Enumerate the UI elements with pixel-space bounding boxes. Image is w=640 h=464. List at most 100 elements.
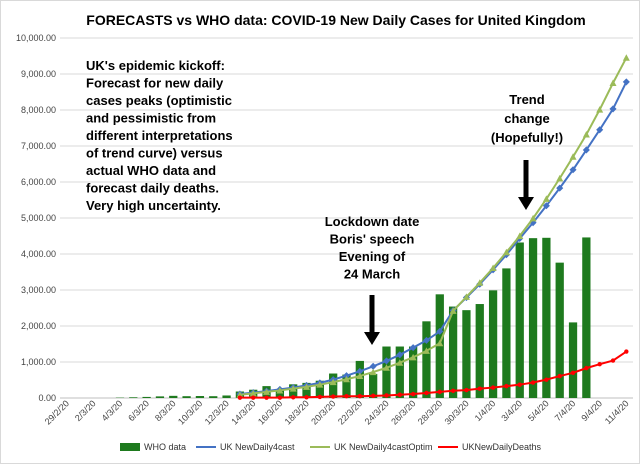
marker-uknewdailydeaths: [370, 393, 376, 399]
marker-uknewdailydeaths: [584, 365, 589, 371]
marker-uk-newdaily4cast: [369, 362, 377, 370]
marker-uknewdailydeaths: [544, 377, 549, 382]
x-tick-label: 28/3/20: [416, 398, 444, 426]
marker-uk-newdaily4castoptim: [556, 174, 564, 182]
line-uk-newdaily4castoptim: [239, 57, 628, 396]
x-tick-label: 2/3/20: [73, 398, 98, 423]
marker-uk-newdaily4castoptim: [489, 264, 497, 272]
marker-uknewdailydeaths: [237, 395, 243, 400]
bar-who-data: [502, 268, 511, 398]
marker-uk-newdaily4castoptim: [249, 389, 257, 397]
x-tick-label: 5/4/20: [526, 398, 551, 423]
marker-uk-newdaily4castoptim: [542, 195, 550, 202]
forecast-note-line: and pessimistic from: [86, 111, 216, 126]
legend-label: UK NewDaily4cast: [220, 442, 295, 452]
lockdown-arrow-icon: [364, 295, 380, 345]
marker-uk-newdaily4castoptim: [449, 307, 457, 314]
x-tick-label: 10/3/20: [176, 398, 204, 426]
marker-uk-newdaily4castoptim: [516, 232, 524, 239]
marker-uknewdailydeaths: [290, 395, 296, 400]
marker-uk-newdaily4cast: [409, 344, 417, 352]
marker-uk-newdaily4castoptim: [596, 106, 604, 113]
bar-who-data: [475, 304, 484, 398]
marker-uknewdailydeaths: [557, 373, 562, 379]
arrow-head: [518, 197, 534, 210]
x-tick-label: 14/3/20: [229, 398, 257, 426]
marker-uknewdailydeaths: [437, 389, 442, 395]
marker-uknewdailydeaths: [477, 386, 482, 391]
marker-uknewdailydeaths: [277, 395, 283, 400]
marker-uk-newdaily4cast: [356, 367, 364, 375]
marker-uk-newdaily4castoptim: [476, 279, 484, 286]
x-tick-label: 4/3/20: [100, 398, 125, 423]
bar-who-data: [209, 396, 218, 398]
forecast-note-line: cases peaks (optimistic: [86, 93, 232, 108]
marker-uk-newdaily4cast: [609, 105, 617, 113]
x-tick-label: 6/3/20: [126, 398, 151, 423]
marker-uk-newdaily4cast: [342, 372, 351, 380]
x-tick-label: 9/4/20: [579, 398, 604, 423]
marker-uk-newdaily4cast: [542, 202, 550, 210]
marker-uk-newdaily4castoptim: [356, 372, 364, 380]
bar-who-data: [448, 306, 458, 398]
legend-item-uknewdailydeaths: UKNewDailyDeaths: [438, 442, 542, 452]
y-tick-label: 5,000.00: [21, 213, 56, 223]
bar-who-data: [169, 395, 178, 398]
marker-uk-newdaily4cast: [596, 126, 604, 134]
marker-uknewdailydeaths: [464, 387, 469, 393]
bar-who-data: [542, 237, 551, 398]
y-tick-label: 3,000.00: [21, 285, 56, 295]
bar-who-data: [408, 346, 418, 398]
y-tick-label: 10,000.00: [16, 33, 56, 43]
bar-who-data: [422, 321, 431, 398]
marker-uknewdailydeaths: [251, 395, 256, 400]
lockdown-note-line: 24 March: [344, 267, 400, 282]
marker-uk-newdaily4castoptim: [263, 388, 271, 395]
arrow-shaft: [369, 295, 375, 333]
arrow-shaft: [523, 160, 529, 198]
marker-uknewdailydeaths: [504, 383, 509, 389]
marker-uknewdailydeaths: [344, 394, 349, 399]
marker-uk-newdaily4castoptim: [329, 378, 337, 386]
legend-label: WHO data: [144, 442, 186, 452]
trend-note-line: change: [504, 111, 550, 126]
marker-uknewdailydeaths: [397, 392, 403, 397]
marker-uk-newdaily4castoptim: [462, 293, 470, 300]
x-tick-label: 1/4/20: [473, 398, 498, 423]
marker-uknewdailydeaths: [330, 394, 336, 399]
marker-uknewdailydeaths: [450, 388, 456, 393]
marker-uknewdailydeaths: [357, 394, 363, 399]
x-tick-label: 30/3/20: [443, 398, 471, 426]
y-tick-label: 6,000.00: [21, 177, 56, 187]
marker-uk-newdaily4castoptim: [436, 339, 444, 347]
y-tick-label: 0.00: [38, 393, 56, 403]
legend-swatch: [120, 443, 140, 451]
marker-uk-newdaily4castoptim: [529, 214, 537, 222]
forecast-note-line: forecast daily deaths.: [86, 181, 219, 196]
marker-uknewdailydeaths: [384, 393, 389, 398]
x-tick-label: 20/3/20: [309, 398, 337, 426]
x-tick-label: 26/3/20: [389, 398, 417, 426]
marker-uk-newdaily4castoptim: [316, 381, 324, 388]
marker-uknewdailydeaths: [570, 370, 576, 375]
forecast-note-line: UK's epidemic kickoff:: [86, 58, 225, 73]
marker-uk-newdaily4castoptim: [582, 130, 590, 138]
line-uknewdailydeaths: [239, 350, 627, 399]
marker-uk-newdaily4castoptim: [409, 353, 417, 361]
marker-uk-newdaily4cast: [422, 336, 430, 344]
marker-uk-newdaily4castoptim: [502, 248, 510, 256]
marker-uknewdailydeaths: [597, 361, 602, 367]
marker-uk-newdaily4castoptim: [396, 359, 404, 366]
bar-who-data: [462, 310, 471, 398]
x-tick-label: 12/3/20: [203, 398, 231, 426]
x-tick-label: 24/3/20: [363, 398, 391, 426]
bar-who-data: [515, 242, 524, 398]
bar-who-data: [555, 262, 564, 398]
lockdown-note-line: Lockdown date: [325, 214, 420, 229]
x-tick-label: 18/3/20: [283, 398, 311, 426]
marker-uknewdailydeaths: [424, 390, 429, 396]
y-tick-label: 4,000.00: [21, 249, 56, 259]
legend-item-uk-newdaily4cast: UK NewDaily4cast: [196, 442, 295, 452]
forecast-note-line: different interpretations: [86, 128, 233, 143]
